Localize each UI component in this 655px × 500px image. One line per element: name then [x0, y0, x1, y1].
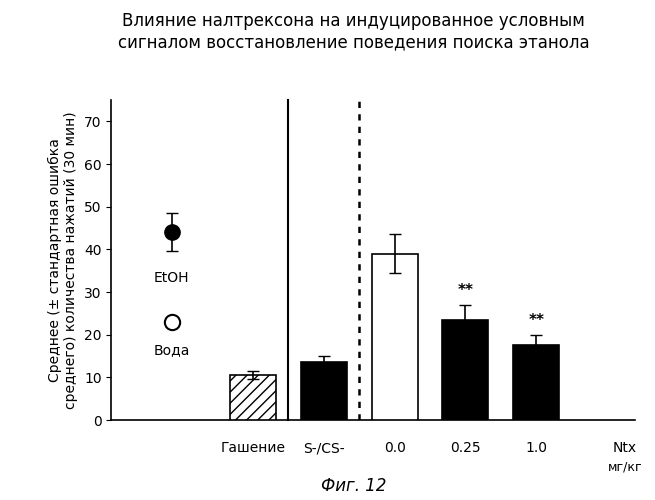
Text: EtOH: EtOH	[154, 270, 189, 284]
Text: **: **	[457, 284, 474, 298]
Text: Фиг. 12: Фиг. 12	[321, 477, 386, 495]
Text: S-/CS-: S-/CS-	[303, 442, 345, 456]
Text: Вода: Вода	[153, 343, 190, 357]
Bar	[371, 254, 418, 420]
Y-axis label: Среднее (± стандартная ошибка
среднего) количества нажатий (30 мин): Среднее (± стандартная ошибка среднего) …	[48, 111, 79, 409]
Bar	[442, 320, 489, 420]
Bar	[514, 346, 559, 420]
Text: Ntx: Ntx	[612, 442, 637, 456]
Bar	[301, 362, 346, 420]
Text: Влияние налтрексона на индуцированное условным
сигналом восстановление поведения: Влияние налтрексона на индуцированное ус…	[118, 12, 590, 51]
Text: **: **	[528, 314, 544, 328]
Text: 0.0: 0.0	[384, 442, 405, 456]
Bar	[230, 375, 276, 420]
Text: 0.25: 0.25	[450, 442, 481, 456]
Text: 1.0: 1.0	[525, 442, 547, 456]
Text: Гашение: Гашение	[221, 442, 286, 456]
Text: мг/кг: мг/кг	[607, 460, 642, 473]
